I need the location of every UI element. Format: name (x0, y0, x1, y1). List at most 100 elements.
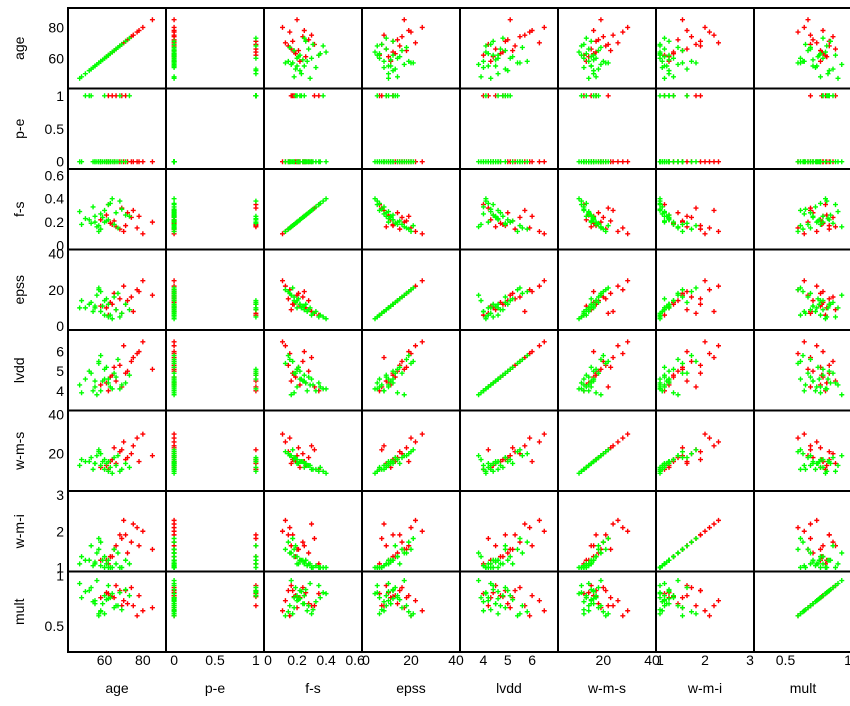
point-series1-rec20-r5-c3 (381, 466, 387, 472)
point-series1-rec23-r4-c6 (662, 382, 667, 388)
point-series1-rec3-r3-c0 (115, 290, 121, 296)
point-series1-rec23-r6-c7 (835, 561, 841, 567)
point-series1-rec20-r0-c6 (659, 65, 665, 71)
point-series0-rec14-r7-c5 (620, 613, 626, 619)
point-series1-rec7-r0-c2 (301, 35, 307, 41)
point-series1-rec26-r4-c6 (657, 386, 663, 392)
point-series1-rec23-r1-c0 (77, 159, 83, 165)
y-tick-label-p-e-1: 0.5 (45, 121, 65, 137)
point-series0-rec4-r0-c4 (488, 58, 494, 64)
x-tick-label-epss-0: 0 (362, 652, 370, 668)
point-series0-rec8-r7-c0 (125, 601, 131, 607)
point-series1-rec13-r6-c2 (295, 561, 301, 567)
point-series0-rec0-r0-c6 (684, 28, 690, 34)
point-series1-rec22-r0-c0 (111, 48, 117, 54)
point-series1-rec14-r2-c6 (675, 224, 681, 230)
point-series1-rec25-r3-c1 (171, 285, 177, 291)
point-series1-rec22-r1-c4 (502, 159, 508, 165)
point-series1-rec19-r0-c6 (666, 38, 672, 44)
matrix-cell-w-m-s-vs-p-e (165, 409, 265, 492)
point-series1-rec11-r0-c6 (684, 66, 690, 72)
point-series0-rec5-r0-c4 (507, 17, 513, 23)
point-series1-rec7-r1-c5 (583, 93, 589, 99)
point-series1-rec27-r5-c2 (301, 460, 307, 466)
point-series0-rec7-r7-c0 (121, 598, 127, 604)
point-series0-rec11-r6-c2 (300, 539, 306, 545)
matrix-cell-epss-vs-age (67, 248, 167, 331)
point-series1-rec27-r6-c5 (588, 559, 594, 565)
point-series1-rec7-r0-c0 (126, 35, 132, 41)
point-series0-rec10-r6-c7 (801, 528, 807, 534)
point-series1-rec3-r7-c6 (675, 603, 681, 609)
point-series1-rec0-r2-c0 (92, 219, 98, 225)
point-series1-rec27-r3-c1 (171, 303, 177, 309)
point-series0-rec0-r2-c6 (684, 213, 690, 219)
point-series1-rec2-r4-c7 (826, 368, 832, 374)
point-series1-rec26-r2-c6 (657, 198, 663, 204)
point-series0-rec14-r0-c0 (134, 29, 140, 35)
point-series1-rec23-r2-c4 (488, 209, 494, 215)
point-series1-rec18-r3-c2 (285, 289, 291, 295)
point-series1-rec3-r3-c7 (808, 290, 813, 296)
x-tick-label-age-0: 60 (97, 652, 113, 668)
point-series1-rec2-r7-c0 (86, 588, 92, 594)
point-series1-rec26-r1-c3 (374, 93, 380, 99)
point-series1-rec14-r0-c3 (401, 61, 407, 67)
point-series1-rec17-r7-c4 (485, 595, 491, 601)
y-tick-label-lvdd-2: 6 (56, 344, 64, 360)
point-series0-rec11-r4-c2 (300, 358, 306, 364)
point-series1-rec26-r5-c3 (374, 468, 380, 474)
point-series0-rec0-r3-c6 (684, 289, 690, 295)
point-series1-rec11-r3-c4 (502, 299, 508, 305)
point-series1-rec0-r3-c2 (294, 305, 300, 311)
point-series1-rec17-r7-c5 (583, 595, 589, 601)
point-series1-rec21-r2-c6 (671, 219, 676, 225)
point-series1-rec9-r0-c7 (823, 49, 828, 55)
point-series0-rec14-r5-c5 (620, 435, 626, 441)
point-series1-rec21-r2-c7 (820, 219, 826, 225)
point-series0-rec6-r3-c6 (662, 312, 667, 318)
point-series1-rec9-r2-c2 (323, 196, 329, 202)
point-series1-rec26-r4-c2 (320, 386, 326, 392)
point-series0-rec9-r0-c7 (833, 46, 838, 52)
point-series0-rec7-r5-c2 (282, 439, 288, 445)
point-series1-rec24-r2-c7 (816, 217, 822, 223)
point-series0-rec17-r7-c2 (290, 588, 296, 594)
point-series1-rec17-r3-c2 (317, 312, 323, 318)
point-series0-rec0-r2-c0 (136, 213, 142, 219)
point-series0-rec7-r2-c3 (413, 228, 418, 234)
point-series1-rec20-r2-c0 (90, 204, 96, 210)
point-series1-rec25-r7-c2 (290, 611, 296, 617)
point-series1-rec22-r3-c1 (171, 294, 177, 300)
point-series1-rec7-r3-c7 (820, 307, 826, 313)
point-series0-rec5-r0-c6 (680, 17, 685, 23)
point-series0-rec7-r5-c6 (716, 439, 721, 445)
point-series0-rec7-r2-c6 (716, 228, 721, 234)
y-tick-label-mult-0: 0.5 (45, 618, 65, 634)
point-series1-rec4-r0-c2 (304, 58, 310, 64)
point-series1-rec18-r6-c0 (98, 539, 104, 545)
matrix-cell-age-vs-p-e (165, 7, 265, 90)
point-series0-rec14-r7-c6 (707, 613, 712, 619)
point-series1-rec21-r5-c3 (395, 457, 400, 463)
point-series1-rec27-r5-c6 (664, 460, 670, 466)
matrix-cell-p-e-vs-f-s (263, 87, 363, 170)
point-series1-rec25-r3-c6 (693, 285, 699, 291)
point-series1-rec26-r2-c5 (578, 198, 584, 204)
point-series1-rec16-r1-c4 (495, 93, 501, 99)
point-series0-rec3-r6-c0 (130, 521, 136, 527)
point-series1-rec26-r7-c6 (657, 590, 663, 596)
point-series0-rec10-r3-c5 (625, 278, 631, 284)
point-series1-rec18-r1-c6 (689, 159, 694, 165)
point-series1-rec11-r6-c1 (253, 543, 259, 549)
point-series1-rec22-r0-c5 (595, 48, 601, 54)
y-tick-label-w-m-i-2: 3 (56, 487, 64, 503)
point-series1-rec15-r0-c2 (306, 46, 312, 52)
point-series1-rec17-r2-c0 (107, 200, 113, 206)
point-series0-rec13-r6-c0 (119, 536, 125, 541)
point-series1-rec27-r3-c3 (388, 303, 394, 309)
point-series0-rec16-r2-c5 (608, 218, 614, 224)
point-series1-rec27-r7-c7 (810, 601, 816, 607)
point-series0-rec10-r4-c0 (140, 339, 146, 345)
point-series1-rec11-r2-c6 (684, 220, 690, 226)
